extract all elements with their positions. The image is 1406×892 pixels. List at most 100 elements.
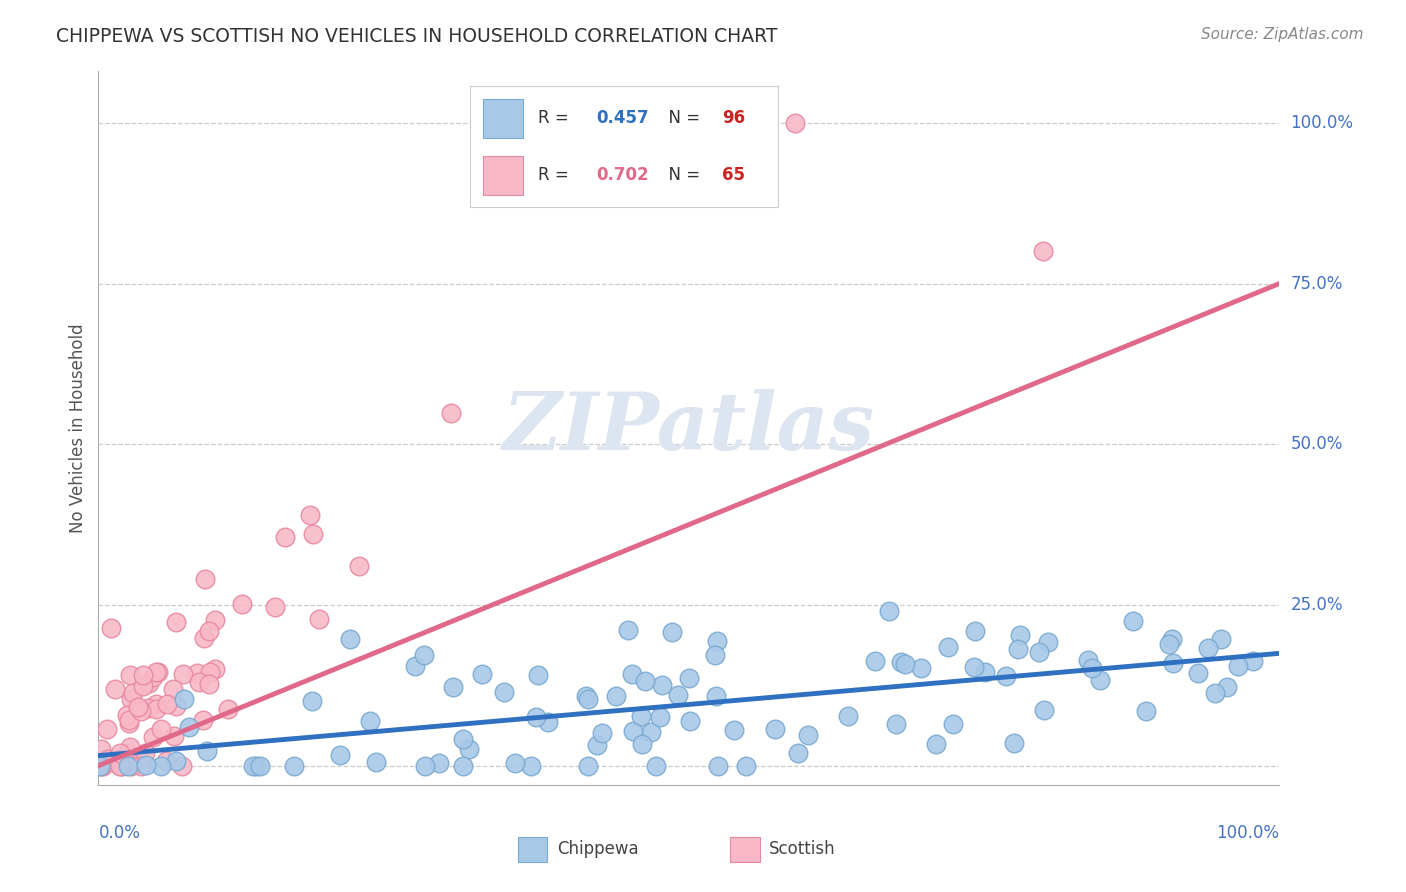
Point [347,559,370,574]
Point [359,714,381,729]
Point [173,692,195,706]
Point [301,527,323,541]
Point [129,704,152,718]
Point [100,621,122,635]
Point [1090,673,1112,687]
Point [90,742,112,756]
Point [145,697,167,711]
Point [245,758,267,772]
FancyBboxPatch shape [730,837,759,862]
Point [1007,642,1029,657]
Point [890,656,912,670]
Point [404,658,426,673]
Point [110,758,132,772]
Point [458,741,481,756]
Point [115,708,138,723]
Point [471,666,494,681]
Point [155,697,177,711]
Point [148,665,170,680]
Point [339,632,361,647]
Point [519,758,541,772]
Point [273,530,295,544]
Point [494,685,516,699]
Point [117,758,139,772]
Point [103,681,125,696]
Point [198,665,221,679]
Point [1122,615,1144,629]
Point [963,660,986,674]
Point [1187,666,1209,681]
Point [427,756,450,770]
Point [134,746,156,760]
Point [165,615,187,630]
Point [650,709,672,723]
Point [149,722,172,736]
Point [1243,654,1265,668]
Point [231,598,253,612]
Point [131,668,153,682]
Point [194,572,217,586]
Point [621,723,644,738]
Point [264,600,287,615]
Point [645,758,668,772]
Point [451,731,474,746]
Point [177,720,200,734]
Point [640,725,662,739]
Point [440,406,463,420]
Point [1028,645,1050,659]
Point [578,758,600,772]
Point [441,680,464,694]
Point [537,715,560,730]
Point [1161,656,1184,670]
Point [242,758,264,772]
Point [165,755,187,769]
Point [136,701,159,715]
Point [170,758,193,772]
Point [1161,632,1184,646]
Point [204,613,226,627]
Point [651,678,673,692]
Point [704,689,727,703]
Point [120,758,142,772]
Text: ZIPatlas: ZIPatlas [503,390,875,467]
Point [1008,628,1031,642]
Point [249,758,271,772]
Point [666,689,689,703]
Point [118,739,141,754]
Point [187,675,209,690]
Point [1002,736,1025,750]
Point [186,666,208,681]
Point [120,692,142,706]
Point [283,758,305,772]
Point [527,668,550,682]
Point [634,673,657,688]
Point [1209,632,1232,646]
Point [413,758,436,772]
Point [191,713,214,727]
Point [578,692,600,706]
Point [329,747,352,762]
Point [942,716,965,731]
Point [1032,703,1054,717]
Point [894,657,917,672]
Point [763,722,786,736]
Point [1077,653,1099,667]
Point [973,665,995,679]
Point [118,716,141,731]
Point [631,737,654,751]
Point [145,665,167,679]
Point [204,662,226,676]
Point [155,754,177,768]
Point [963,624,986,638]
Text: 0.0%: 0.0% [98,824,141,842]
Point [308,612,330,626]
Point [723,723,745,737]
Text: Scottish: Scottish [769,840,837,858]
Text: 50.0%: 50.0% [1291,435,1343,453]
Point [936,640,959,655]
Text: Chippewa: Chippewa [557,840,638,858]
Point [172,666,194,681]
Point [1081,660,1104,674]
Point [122,686,145,700]
Point [298,508,321,522]
